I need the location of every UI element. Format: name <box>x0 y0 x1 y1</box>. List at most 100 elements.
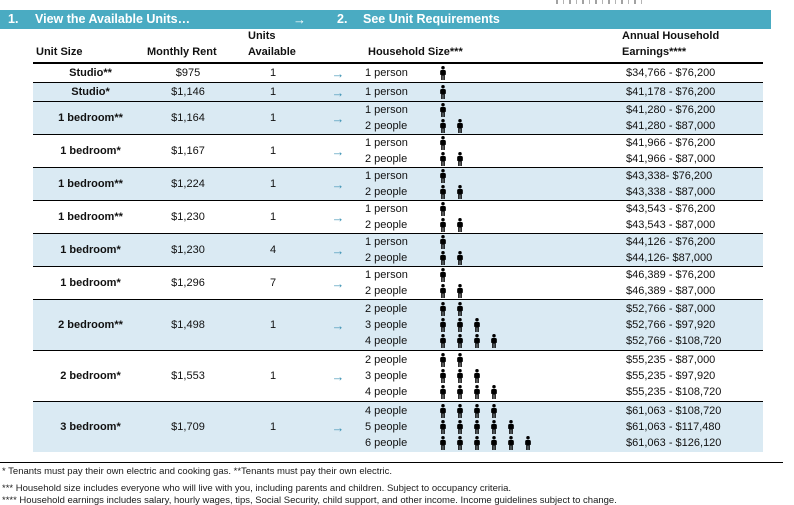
col-header-household-size: Household Size*** <box>368 46 463 58</box>
person-icon <box>439 334 447 348</box>
household-size-label: 2 people <box>365 303 408 315</box>
person-icon-strip <box>439 251 464 265</box>
household-size-cell: 1 person <box>365 84 626 100</box>
person-icon-strip <box>439 385 498 399</box>
col-header-available: Available <box>248 46 296 58</box>
person-icon <box>456 404 464 418</box>
row-arrow-icon: → <box>331 110 345 126</box>
table-row: 1 bedroom* $1,167 1 → 1 person 2 people $… <box>33 135 763 168</box>
table-row: 1 bedroom* $1,230 4 → 1 person 2 people $… <box>33 234 763 267</box>
unit-size-cell: 1 bedroom** <box>58 178 123 190</box>
annual-earnings-cell: $34,766 - $76,200 <box>626 65 763 81</box>
person-icon <box>524 436 532 450</box>
household-tier: 1 person <box>365 267 626 283</box>
household-size-label: 2 people <box>365 285 408 297</box>
household-size-label: 2 people <box>365 153 408 165</box>
household-tier: 5 people <box>365 419 626 435</box>
units-available-cell: 1 <box>269 211 277 223</box>
person-icon <box>456 119 464 133</box>
units-available-cell: 7 <box>269 277 277 289</box>
table-row: 1 bedroom** $1,230 1 → 1 person 2 people … <box>33 201 763 234</box>
household-tier: 2 people <box>365 352 626 368</box>
monthly-rent-cell: $1,296 <box>171 277 205 289</box>
household-size-cell: 2 people 3 people 4 people <box>365 301 626 349</box>
monthly-rent-cell: $1,498 <box>171 319 205 331</box>
person-icon <box>439 268 447 282</box>
units-available-cell: 1 <box>269 319 277 331</box>
person-icon <box>439 169 447 183</box>
monthly-rent-cell: $1,709 <box>171 421 205 433</box>
unit-size-cell: 1 bedroom* <box>60 244 121 256</box>
footnotes: * Tenants must pay their own electric an… <box>0 462 783 505</box>
household-tier: 1 person <box>365 234 626 250</box>
person-icon-strip <box>439 152 464 166</box>
household-size-label: 1 person <box>365 269 408 281</box>
household-size-cell: 2 people 3 people 4 people <box>365 352 626 400</box>
household-size-cell: 1 person 2 people <box>365 168 626 200</box>
person-icon-strip <box>439 235 447 249</box>
col-header-unit-size: Unit Size <box>36 46 83 58</box>
person-icon <box>490 404 498 418</box>
person-icon <box>490 334 498 348</box>
monthly-rent-cell: $1,164 <box>171 112 205 124</box>
person-icon <box>473 318 481 332</box>
unit-size-cell: 2 bedroom** <box>58 319 123 331</box>
person-icon <box>456 353 464 367</box>
person-icon <box>439 318 447 332</box>
household-tier: 1 person <box>365 65 626 81</box>
person-icon-strip <box>439 268 447 282</box>
person-icon-strip <box>439 85 447 99</box>
table-row: Studio* $1,146 1 → 1 person $41,178 - $7… <box>33 83 763 102</box>
units-available-cell: 4 <box>269 244 277 256</box>
person-icon <box>439 369 447 383</box>
person-icon <box>456 152 464 166</box>
household-tier: 2 people <box>365 118 626 134</box>
earnings-range: $55,235 - $108,720 <box>626 386 722 398</box>
cropped-text-artifact <box>556 0 642 4</box>
monthly-rent-cell: $1,553 <box>171 370 205 382</box>
person-icon <box>439 302 447 316</box>
person-icon <box>473 404 481 418</box>
earnings-range: $41,966 - $76,200 <box>626 137 716 149</box>
person-icon <box>439 420 447 434</box>
step2-number: 2. <box>337 12 348 26</box>
person-icon <box>439 152 447 166</box>
household-size-cell: 1 person 2 people <box>365 201 626 233</box>
monthly-rent-cell: $1,146 <box>171 86 205 98</box>
household-tier: 1 person <box>365 84 626 100</box>
earnings-range: $41,178 - $76,200 <box>626 86 716 98</box>
person-icon-strip <box>439 334 498 348</box>
household-size-label: 2 people <box>365 252 408 264</box>
row-arrow-icon: → <box>331 419 345 435</box>
row-arrow-icon: → <box>331 143 345 159</box>
earnings-range: $46,389 - $87,000 <box>626 285 716 297</box>
person-icon <box>456 284 464 298</box>
household-size-cell: 4 people 5 people 6 people <box>365 403 626 451</box>
earnings-range: $55,235 - $97,920 <box>626 370 716 382</box>
household-size-label: 2 people <box>365 186 408 198</box>
household-size-label: 2 people <box>365 219 408 231</box>
person-icon <box>507 420 515 434</box>
earnings-range: $44,126 - $76,200 <box>626 236 716 248</box>
col-header-annual-household: Annual Household <box>622 30 720 42</box>
person-icon <box>439 404 447 418</box>
person-icon <box>456 251 464 265</box>
household-tier: 3 people <box>365 368 626 384</box>
person-icon <box>439 284 447 298</box>
household-size-label: 1 person <box>365 67 408 79</box>
footnote-electric: * Tenants must pay their own electric an… <box>2 466 393 477</box>
table-row: 2 bedroom** $1,498 1 → 2 people 3 people 4… <box>33 300 763 351</box>
household-size-label: 3 people <box>365 319 408 331</box>
earnings-range: $52,766 - $87,000 <box>626 303 716 315</box>
available-units-table: Studio** $975 1 → 1 person $34,766 - $76… <box>33 62 763 452</box>
household-tier: 2 people <box>365 283 626 299</box>
person-icon <box>439 85 447 99</box>
household-tier: 2 people <box>365 184 626 200</box>
household-tier: 4 people <box>365 384 626 400</box>
step2-label: See Unit Requirements <box>363 12 500 26</box>
annual-earnings-cell: $55,235 - $87,000 $55,235 - $97,920 $55,23… <box>626 352 763 400</box>
step1-number: 1. <box>8 12 19 26</box>
person-icon <box>473 369 481 383</box>
person-icon <box>473 436 481 450</box>
person-icon-strip <box>439 103 447 117</box>
